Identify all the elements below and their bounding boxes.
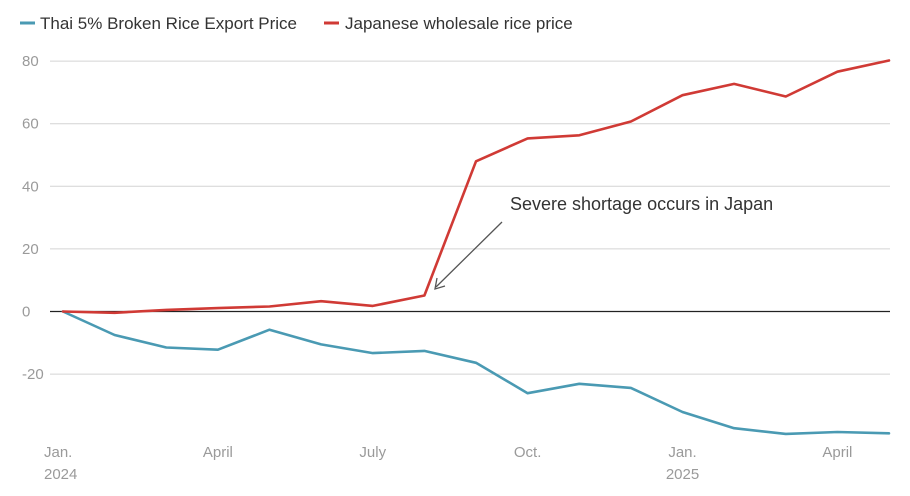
- x-tick-label: Jan.: [668, 444, 696, 461]
- x-tick-label: Oct.: [514, 444, 542, 461]
- x-tick-year-label: 2024: [44, 466, 77, 483]
- gridlines: [50, 60, 890, 375]
- x-axis-tick-labels: Jan. 2024 April July Oct. Jan. 2025 April: [44, 444, 852, 483]
- legend-label-japanese: Japanese wholesale rice price: [345, 14, 573, 33]
- x-tick-year-label: 2025: [666, 466, 699, 483]
- annotation-arrow-head: [434, 277, 446, 290]
- y-tick-label-80: 80: [22, 53, 39, 70]
- series-lines: [61, 59, 891, 436]
- y-tick-label-20: 20: [22, 241, 39, 258]
- y-axis-tick-labels: -20 0 20 40 60 80: [22, 53, 44, 383]
- x-tick-label: July: [359, 444, 386, 461]
- annotation-arrow-line: [435, 221, 503, 288]
- x-tick-label: April: [203, 444, 233, 461]
- y-tick-label-60: 60: [22, 116, 39, 133]
- annotation: Severe shortage occurs in Japan: [434, 194, 773, 290]
- y-tick-label-0: 0: [22, 304, 30, 321]
- legend-item-japanese: Japanese wholesale rice price: [324, 14, 573, 33]
- legend-item-thai: Thai 5% Broken Rice Export Price: [20, 14, 297, 33]
- series-line-japanese: [61, 59, 891, 315]
- x-tick-label: April: [822, 444, 852, 461]
- annotation-text: Severe shortage occurs in Japan: [510, 194, 773, 214]
- x-tick-label: Jan.: [44, 444, 72, 461]
- legend-label-thai: Thai 5% Broken Rice Export Price: [40, 14, 297, 33]
- y-tick-label-neg20: -20: [22, 366, 44, 383]
- legend: Thai 5% Broken Rice Export Price Japanes…: [20, 14, 573, 33]
- series-line-thai: [61, 310, 891, 436]
- y-tick-label-40: 40: [22, 178, 39, 195]
